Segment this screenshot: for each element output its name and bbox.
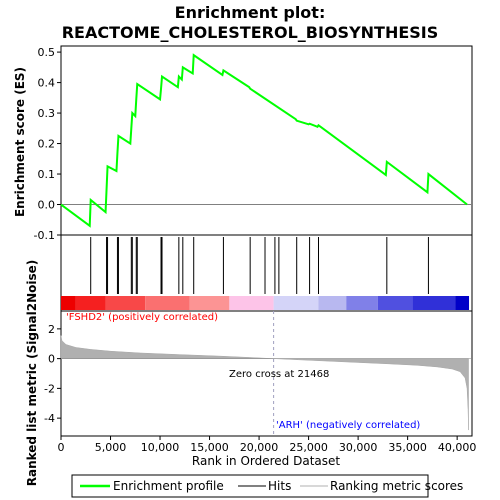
rank-xtick-label: 0 [58,441,65,454]
rank-color-segment [346,296,378,310]
rank-color-segment [377,296,413,310]
rank-xtick-label: 35,000 [388,441,427,454]
rank-xtick-label: 5,000 [95,441,127,454]
rank-xtick-label: 10,000 [141,441,180,454]
rank-xtick-label: 15,000 [190,441,229,454]
metric-ytick-label: 2 [48,323,55,336]
ranked-metric-panel: -4 -2 0 2 0 5,000 10,000 15,000 20,000 25,000 30,… [25,260,476,487]
rank-color-segment [105,296,146,310]
negative-correlation-label: 'ARH' (negatively correlated) [276,420,420,431]
rank-color-bar [61,296,470,310]
es-ytick-label: 0.3 [38,107,56,120]
hits-panel [60,234,473,312]
rank-xtick-label: 30,000 [339,441,378,454]
metric-ytick-label: -4 [44,412,55,425]
es-ytick-label: 0.2 [38,138,56,151]
es-ytick-label: 0.5 [38,46,56,59]
rank-color-segment [61,296,76,310]
chart-title-line2: REACTOME_CHOLESTEROL_BIOSYNTHESIS [62,23,439,42]
rank-xtick-label: 20,000 [240,441,279,454]
rank-color-segment [229,296,274,310]
metric-axis-label: Ranked list metric (Signal2Noise) [25,260,39,487]
ranking-metric-area [60,335,469,431]
positive-correlation-label: 'FSHD2' (positively correlated) [66,312,218,323]
legend-enrichment-label: Enrichment profile [113,479,224,493]
rank-color-segment [412,296,456,310]
legend: Enrichment profile Hits Ranking metric s… [71,474,463,498]
rank-color-segment [145,296,190,310]
rank-color-segment [273,296,319,310]
metric-ytick-label: -2 [44,382,55,395]
rank-color-segment [189,296,230,310]
rank-xtick-label: 40,000 [438,441,477,454]
rank-xtick-label: 25,000 [289,441,328,454]
legend-metric-label: Ranking metric scores [330,479,463,493]
metric-ytick-label: 0 [48,353,55,366]
chart-title-line1: Enrichment plot: [175,3,326,22]
es-ytick-label: 0.1 [38,168,56,181]
enrichment-score-panel: -0.1 0.0 0.1 0.2 0.3 0.4 0.5 Enrichment score … [13,45,473,242]
es-axis-label: Enrichment score (ES) [13,67,27,217]
legend-hits-label: Hits [268,479,291,493]
rank-color-segment [318,296,347,310]
enrichment-profile-line [60,53,468,228]
rank-color-segment [75,296,106,310]
es-ytick-label: 0.4 [38,77,56,90]
rank-color-segment [455,296,470,310]
es-ytick-label: 0.0 [38,199,56,212]
es-ytick-label: -0.1 [34,229,55,242]
rank-axis-label: Rank in Ordered Dataset [192,454,340,468]
zero-cross-label: Zero cross at 21468 [229,369,329,380]
